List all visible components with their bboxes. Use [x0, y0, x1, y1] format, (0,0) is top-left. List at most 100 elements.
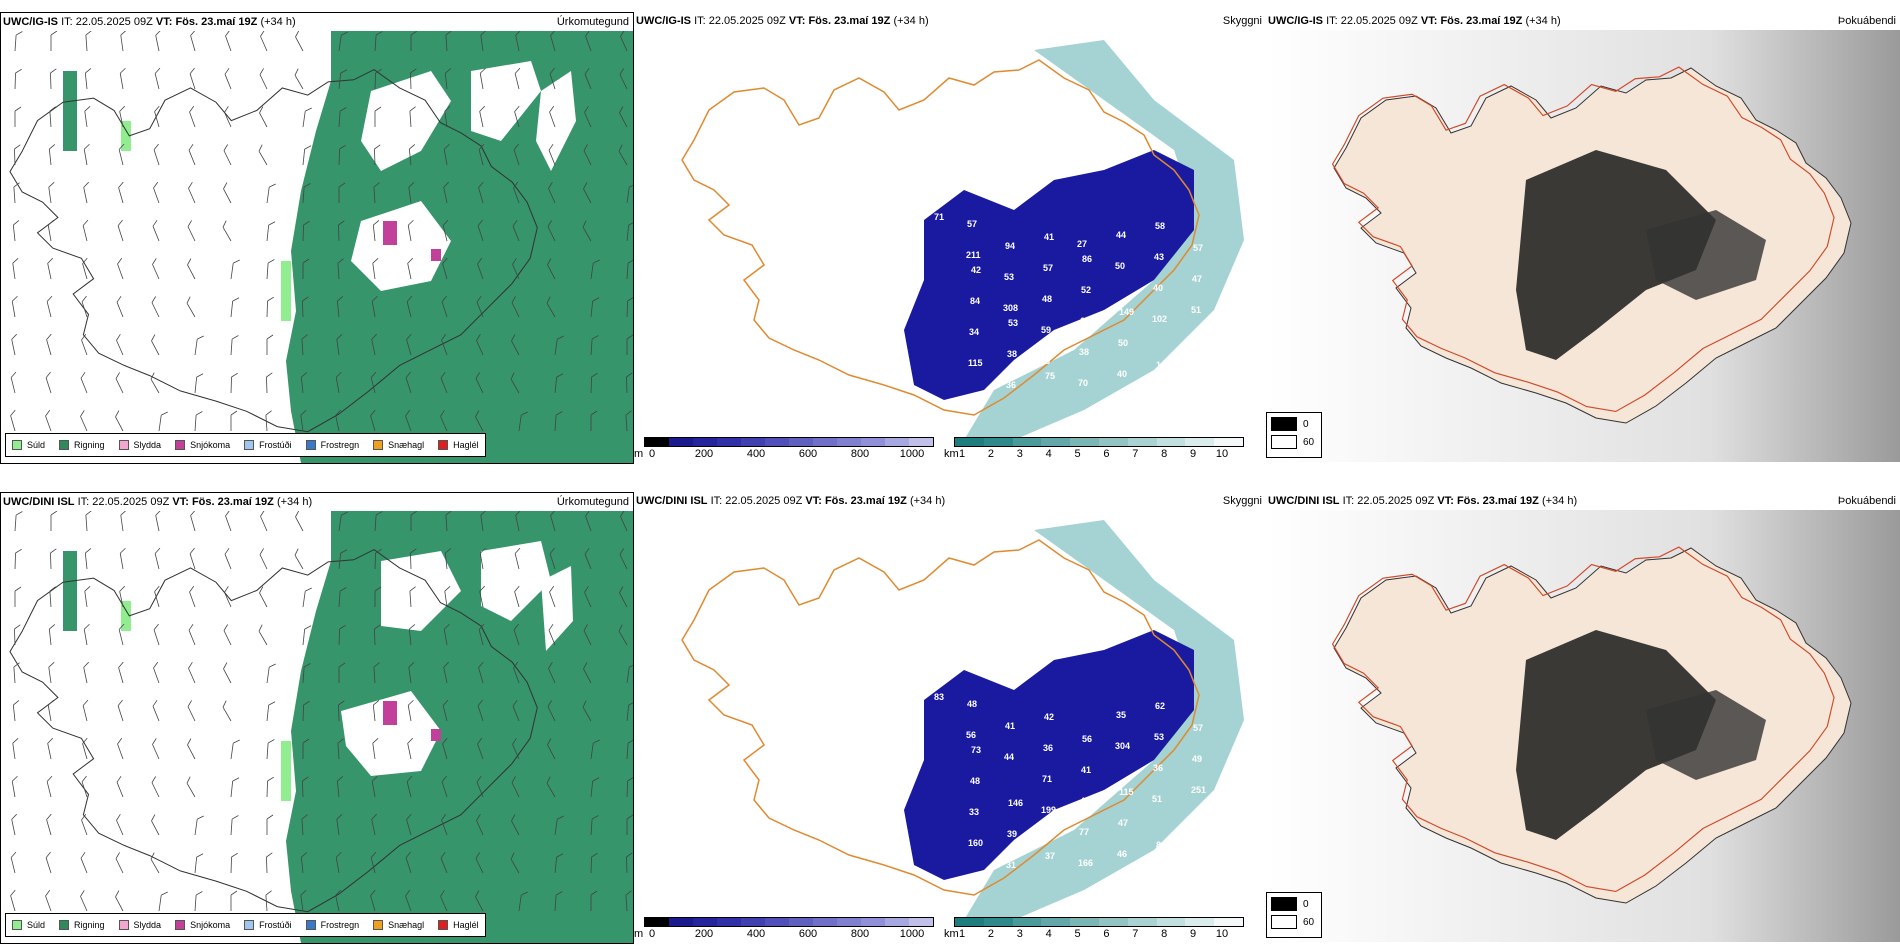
wind-barb [85, 31, 92, 52]
wind-barb [119, 547, 126, 570]
wind-barb [518, 411, 528, 432]
legend-swatch [244, 920, 255, 930]
wind-barb [259, 68, 268, 90]
colorbar-segment [983, 918, 1013, 926]
wind-barb [554, 373, 564, 394]
colorbar-segment [885, 918, 909, 926]
panel-name: Úrkomutegund [556, 13, 629, 31]
wind-barb [81, 333, 88, 356]
wind-barb [194, 335, 204, 356]
cloud-base-label: 36 [1006, 380, 1016, 390]
wind-barb [46, 813, 52, 836]
wind-barb [14, 31, 23, 52]
wind-barb [83, 181, 89, 204]
no-precip-gap [471, 61, 541, 141]
colorbar-segment [765, 438, 789, 446]
fog-legend-swatch [1271, 897, 1297, 911]
colorbar-segment [717, 918, 741, 926]
legend-item: Súld [12, 440, 45, 450]
colorbar-tick: 10 [1215, 928, 1229, 940]
wind-barb [374, 548, 382, 570]
dense-fog-area [1516, 150, 1716, 360]
visibility-map: 83 73 146 37 56 115 83 57 48 39 42 41 47 62 49 33 31 36 41… [634, 510, 1266, 920]
wind-barb [117, 219, 124, 242]
wind-barb [11, 813, 17, 836]
wind-barb [154, 585, 160, 608]
cloud-base-label: 58 [1040, 356, 1050, 366]
wind-barb [152, 699, 160, 722]
wind-barb [225, 31, 232, 52]
colorbar-segment [1214, 918, 1243, 926]
it-label: IT: [77, 496, 90, 508]
wind-barb [188, 182, 196, 204]
wind-barb [224, 106, 232, 128]
legend-label: Snjókoma [190, 440, 231, 450]
cloud-base-label: 62 [1080, 316, 1090, 326]
wind-barb [478, 623, 485, 646]
rain-streak [63, 71, 77, 151]
cloud-base-label: 35 [1116, 710, 1126, 720]
low-cloud-area [904, 630, 1194, 880]
wind-barb [48, 144, 56, 166]
wind-barb [230, 815, 239, 836]
precip-panel-row2: UWC/DINI ISL IT: 22.05.2025 09Z VT: Fös.… [0, 492, 634, 944]
colorbar-segment [1127, 918, 1157, 926]
model-name: UWC/IG-IS [1268, 15, 1323, 27]
wind-barb [47, 219, 54, 242]
colorbar-segment [669, 918, 693, 926]
drizzle-patch [281, 741, 291, 801]
wind-barb [153, 143, 160, 166]
wind-barb [549, 585, 556, 608]
wind-barb [120, 31, 127, 52]
fog-legend-label: 60 [1303, 436, 1315, 448]
wind-barb [189, 585, 196, 608]
cloud-base-label: 33 [969, 807, 979, 817]
wind-barb [302, 663, 311, 684]
wind-barb [440, 410, 448, 432]
wind-barb [548, 143, 556, 166]
cloud-base-label: 03 [1189, 367, 1199, 377]
colorbar-tick: 400 [746, 448, 766, 460]
wind-barb [445, 511, 452, 532]
wind-barb [583, 182, 592, 204]
wind-barb [10, 409, 16, 432]
precip-legend: Súld Rigning Slydda Snjókoma Frostúði Frostre… [5, 913, 486, 937]
wind-barb [230, 297, 240, 318]
legend-item: Slydda [118, 440, 161, 450]
fog-panel-row2: UWC/DINI ISL IT: 22.05.2025 09Z VT: Fös.… [1266, 492, 1900, 944]
snow-patch [383, 221, 397, 245]
panel-name: Þokuábendi [1837, 492, 1896, 510]
wind-barb [294, 548, 304, 570]
wind-barb [477, 219, 484, 242]
wind-barb [371, 295, 378, 318]
colorbar-segment [765, 918, 789, 926]
wind-barb [371, 333, 377, 356]
wind-barb [153, 661, 160, 684]
colorbar-segment [1127, 438, 1157, 446]
wind-barb [590, 890, 598, 911]
wind-barb [336, 296, 344, 318]
it-value: 22.05.2025 09Z [1357, 495, 1435, 507]
wind-barb [619, 548, 628, 570]
cloud-base-label: 57 [1043, 263, 1053, 273]
cloud-base-label: 42 [971, 265, 981, 275]
wind-barb [476, 775, 484, 798]
wind-barb [115, 410, 124, 432]
wind-barb [335, 851, 342, 874]
wind-barb [151, 814, 160, 836]
cloud-base-label: 38 [1007, 349, 1017, 359]
panel-title: UWC/DINI ISL IT: 22.05.2025 09Z VT: Fös.… [1, 493, 633, 511]
wind-barb [81, 813, 88, 836]
wind-barb [337, 738, 344, 760]
wind-barb [407, 219, 414, 242]
panel-name: Skyggni [1222, 492, 1262, 510]
wind-barb [153, 181, 160, 204]
cloud-base-label: 56 [1082, 734, 1092, 744]
wind-barb [338, 31, 348, 52]
wind-barb [265, 410, 272, 432]
wind-barb [300, 890, 307, 912]
fog-legend-swatch [1271, 915, 1297, 929]
legend-item: Snjókoma [175, 920, 230, 930]
legend-label: Súld [27, 920, 46, 930]
wind-barb [626, 183, 633, 204]
